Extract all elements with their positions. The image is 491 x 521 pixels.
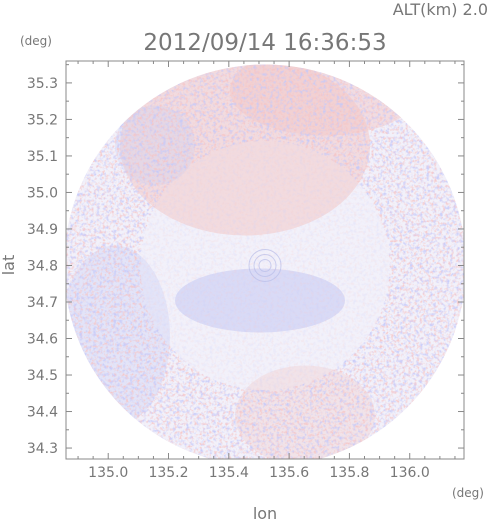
- x-tick-label: 135.8: [329, 465, 369, 481]
- center-ring: [258, 258, 272, 272]
- x-axis-label: lon: [253, 504, 277, 521]
- altitude-label: ALT(km) 2.0: [393, 0, 488, 19]
- radar-field: [66, 64, 464, 459]
- y-tick-label: 34.7: [27, 295, 58, 311]
- x-axis-ticks: 135.0 135.2 135.4 135.6 135.8 136.0: [77, 61, 456, 481]
- x-tick-label: 135.6: [269, 465, 309, 481]
- center-ring: [253, 253, 277, 277]
- y-tick-label: 35.1: [27, 149, 58, 165]
- y-tick-label: 34.8: [27, 258, 58, 274]
- x-tick-label: 135.4: [209, 465, 249, 481]
- y-unit-label: (deg): [20, 34, 52, 48]
- x-tick-label: 135.2: [148, 465, 188, 481]
- speckle-noise: [66, 64, 464, 459]
- y-tick-label: 35.2: [27, 112, 58, 128]
- y-axis-ticks: 34.3 34.4 34.5 34.6 34.7 34.8 34.9 35.0 35.1 35.2…: [27, 64, 464, 457]
- y-tick-label: 34.6: [27, 332, 58, 348]
- y-tick-label: 35.3: [27, 76, 58, 92]
- x-tick-label: 136.0: [390, 465, 430, 481]
- y-tick-label: 34.4: [27, 405, 58, 421]
- plot-frame: [65, 60, 465, 460]
- x-tick-label: 135.0: [88, 465, 128, 481]
- center-ring: [248, 248, 282, 282]
- y-axis-label: lat: [0, 255, 18, 276]
- y-tick-label: 34.3: [27, 441, 58, 457]
- x-unit-label: (deg): [452, 486, 484, 500]
- y-tick-label: 34.5: [27, 368, 58, 384]
- y-tick-label: 35.0: [27, 185, 58, 201]
- timestamp-title: 2012/09/14 16:36:53: [143, 30, 386, 56]
- y-tick-label: 34.9: [27, 222, 58, 238]
